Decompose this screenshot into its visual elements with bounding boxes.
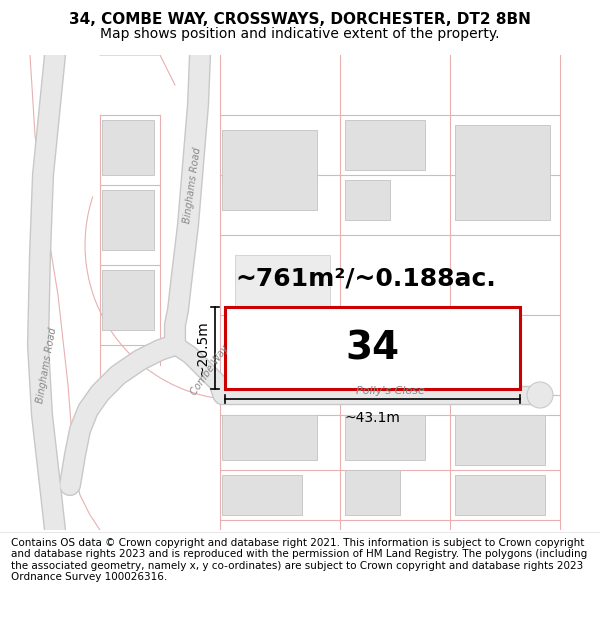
Bar xyxy=(225,307,520,389)
Bar xyxy=(222,475,302,515)
Bar xyxy=(102,270,154,330)
Text: 34: 34 xyxy=(346,329,400,367)
Bar xyxy=(102,190,154,250)
Bar xyxy=(345,180,390,220)
Bar xyxy=(455,415,545,465)
Bar xyxy=(345,120,425,170)
Bar xyxy=(222,130,317,210)
Text: Contains OS data © Crown copyright and database right 2021. This information is : Contains OS data © Crown copyright and d… xyxy=(11,538,587,582)
Bar xyxy=(455,125,550,220)
Bar xyxy=(455,475,545,515)
Text: Polly's Close: Polly's Close xyxy=(356,386,424,396)
Text: ~20.5m: ~20.5m xyxy=(196,320,210,376)
Text: Binghams Road: Binghams Road xyxy=(35,326,59,404)
Text: Combe Way: Combe Way xyxy=(189,343,231,397)
Circle shape xyxy=(528,383,552,407)
Bar xyxy=(345,415,425,460)
Text: Map shows position and indicative extent of the property.: Map shows position and indicative extent… xyxy=(100,28,500,41)
Bar xyxy=(102,120,154,175)
Text: ~761m²/~0.188ac.: ~761m²/~0.188ac. xyxy=(235,267,496,291)
Text: 34, COMBE WAY, CROSSWAYS, DORCHESTER, DT2 8BN: 34, COMBE WAY, CROSSWAYS, DORCHESTER, DT… xyxy=(69,12,531,27)
Bar xyxy=(235,255,330,340)
Bar xyxy=(345,470,400,515)
Text: Binghams Road: Binghams Road xyxy=(182,146,202,224)
Bar xyxy=(222,415,317,460)
Text: ~43.1m: ~43.1m xyxy=(344,411,400,425)
